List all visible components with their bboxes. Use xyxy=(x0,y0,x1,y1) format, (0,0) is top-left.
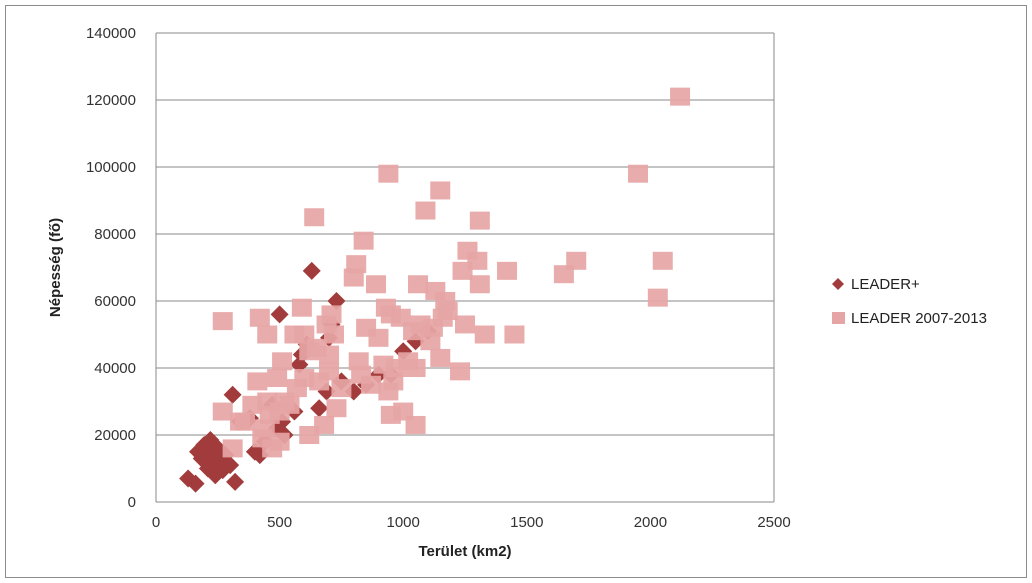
data-point-leader-2007-2013 xyxy=(304,208,325,227)
data-point-leader-2007-2013 xyxy=(455,315,475,334)
y-tick-label: 120000 xyxy=(86,92,136,109)
series-leader-2007-2013 xyxy=(212,87,691,458)
data-point-leader-2007-2013 xyxy=(326,399,347,418)
chart-frame: 0 20000 40000 60000 80000 100000 120000 140000 … xyxy=(5,5,1027,578)
legend-label-leader-2007-2013: LEADER 2007-2013 xyxy=(851,310,987,327)
scatter-chart: 020000400006000080000100000120000140000 … xyxy=(47,25,987,560)
data-point-leader-2007-2013 xyxy=(469,275,490,294)
x-axis-title: Terület (km2) xyxy=(418,543,511,560)
data-point-leader-2007-2013 xyxy=(647,288,668,307)
data-point-leader-plus xyxy=(186,474,205,493)
data-point-leader-2007-2013 xyxy=(437,302,458,321)
data-point-leader-2007-2013 xyxy=(652,251,673,270)
data-point-leader-2007-2013 xyxy=(257,325,278,344)
data-point-leader-2007-2013 xyxy=(319,345,340,364)
data-point-leader-2007-2013 xyxy=(314,415,335,434)
data-point-leader-2007-2013 xyxy=(408,275,429,294)
data-point-leader-2007-2013 xyxy=(212,402,233,421)
data-point-leader-2007-2013 xyxy=(628,164,649,183)
data-point-leader-2007-2013 xyxy=(361,375,382,394)
data-point-leader-plus xyxy=(226,472,245,491)
y-tick-label: 40000 xyxy=(94,360,136,377)
legend-label-leader-plus: LEADER+ xyxy=(851,276,920,293)
data-point-leader-2007-2013 xyxy=(319,362,340,381)
y-tick-label: 100000 xyxy=(86,159,136,176)
data-point-leader-plus xyxy=(270,305,289,324)
x-tick-label: 2500 xyxy=(757,514,790,531)
data-point-leader-plus xyxy=(302,261,321,280)
data-point-leader-2007-2013 xyxy=(321,305,342,324)
x-tick-label: 0 xyxy=(152,514,160,531)
data-point-leader-2007-2013 xyxy=(405,415,426,434)
data-point-leader-2007-2013 xyxy=(430,348,451,367)
y-tick-label: 140000 xyxy=(86,25,136,42)
y-tick-label: 0 xyxy=(128,494,136,511)
x-tick-label: 1500 xyxy=(510,514,543,531)
data-point-leader-2007-2013 xyxy=(247,372,268,391)
data-point-leader-2007-2013 xyxy=(670,87,691,106)
data-point-leader-2007-2013 xyxy=(269,432,290,451)
data-point-leader-2007-2013 xyxy=(430,181,451,200)
data-point-leader-2007-2013 xyxy=(331,379,352,398)
data-point-leader-2007-2013 xyxy=(368,328,389,347)
data-point-leader-2007-2013 xyxy=(566,251,587,270)
x-tick-label: 2000 xyxy=(634,514,667,531)
data-point-leader-2007-2013 xyxy=(267,369,288,388)
data-point-leader-2007-2013 xyxy=(234,412,255,431)
data-point-leader-2007-2013 xyxy=(497,261,518,280)
legend-item-leader-2007-2013: LEADER 2007-2013 xyxy=(832,310,987,327)
data-point-leader-2007-2013 xyxy=(450,362,471,381)
data-point-leader-2007-2013 xyxy=(474,325,495,344)
data-point-leader-plus xyxy=(223,385,242,404)
data-point-leader-2007-2013 xyxy=(469,211,490,230)
data-point-leader-2007-2013 xyxy=(415,201,436,220)
data-point-leader-2007-2013 xyxy=(467,251,488,270)
data-point-leader-2007-2013 xyxy=(249,308,270,327)
x-tick-label: 1000 xyxy=(387,514,420,531)
y-axis-tick-labels: 0 20000 40000 60000 80000 100000 120000 140000 xyxy=(86,25,136,511)
y-tick-label: 20000 xyxy=(94,427,136,444)
data-point-leader-2007-2013 xyxy=(353,231,374,250)
y-axis-title: Népesség (fő) xyxy=(47,218,64,317)
data-point-leader-2007-2013 xyxy=(279,395,300,414)
legend: LEADER+ LEADER 2007-2013 xyxy=(832,276,987,327)
data-point-leader-2007-2013 xyxy=(366,275,387,294)
legend-item-leader-plus: LEADER+ xyxy=(832,276,920,293)
data-point-leader-2007-2013 xyxy=(405,359,426,377)
data-point-leader-2007-2013 xyxy=(291,298,312,317)
data-point-leader-2007-2013 xyxy=(323,325,344,344)
data-point-leader-plus xyxy=(221,456,240,475)
x-tick-label: 500 xyxy=(267,514,292,531)
data-point-leader-2007-2013 xyxy=(272,352,293,371)
data-point-leader-2007-2013 xyxy=(504,325,525,344)
data-point-leader-2007-2013 xyxy=(222,439,243,458)
data-point-leader-2007-2013 xyxy=(212,312,233,331)
legend-marker-square xyxy=(832,312,845,324)
data-point-leader-2007-2013 xyxy=(346,255,367,274)
legend-marker-diamond xyxy=(832,278,844,290)
y-tick-label: 80000 xyxy=(94,226,136,243)
data-point-leader-plus xyxy=(310,399,329,418)
plot-area-border xyxy=(155,33,775,503)
data-point-leader-2007-2013 xyxy=(378,164,399,183)
y-tick-label: 60000 xyxy=(94,293,136,310)
x-axis-tick-labels: 0 500 1000 1500 2000 2500 xyxy=(152,514,791,531)
